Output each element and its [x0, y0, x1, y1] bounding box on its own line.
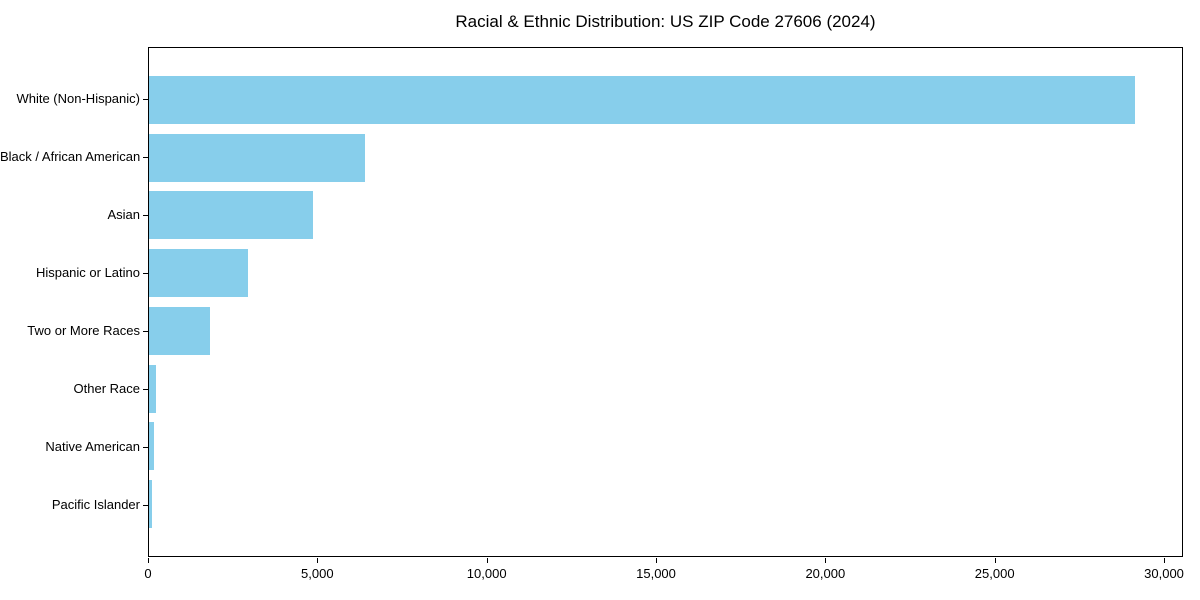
- y-tick-label: White (Non-Hispanic): [16, 91, 140, 106]
- x-tick-mark: [825, 558, 826, 563]
- x-tick-label: 25,000: [974, 566, 1015, 581]
- y-tick-mark: [143, 273, 148, 274]
- x-tick-label: 20,000: [805, 566, 846, 581]
- y-tick-label: Asian: [107, 207, 140, 222]
- y-tick-mark: [143, 157, 148, 158]
- bar-row: [149, 187, 1182, 245]
- y-tick-mark: [143, 331, 148, 332]
- y-tick-mark: [143, 389, 148, 390]
- bar: [149, 364, 157, 413]
- bar: [149, 75, 1135, 124]
- x-tick-mark: [656, 558, 657, 563]
- bar-row: [149, 129, 1182, 187]
- bar-row: [149, 244, 1182, 302]
- bar-row: [149, 360, 1182, 418]
- bars-container: [149, 48, 1182, 556]
- y-tick-mark: [143, 447, 148, 448]
- bar: [149, 480, 152, 529]
- y-tick-label: Black / African American: [0, 149, 141, 164]
- bar-row: [149, 71, 1182, 129]
- x-tick-label: 5,000: [301, 566, 334, 581]
- bar: [149, 422, 154, 471]
- bar: [149, 306, 210, 355]
- x-tick-mark: [148, 558, 149, 563]
- x-tick-label: 0: [144, 566, 152, 581]
- x-tick-mark: [995, 558, 996, 563]
- x-tick-label: 15,000: [636, 566, 676, 581]
- y-tick-label: Hispanic or Latino: [35, 265, 140, 280]
- x-tick-label: 10,000: [466, 566, 507, 581]
- y-tick-label: Two or More Races: [27, 323, 140, 338]
- bar-row: [149, 475, 1182, 533]
- bar: [149, 133, 365, 182]
- x-tick-mark: [487, 558, 488, 563]
- y-tick-mark: [143, 99, 148, 100]
- bar: [149, 191, 313, 240]
- chart-title: Racial & Ethnic Distribution: US ZIP Cod…: [455, 12, 876, 31]
- x-tick-mark: [317, 558, 318, 563]
- bar-row: [149, 418, 1182, 476]
- bar: [149, 249, 249, 298]
- y-tick-label: Native American: [45, 439, 140, 454]
- plot-area: [148, 47, 1183, 557]
- x-tick-mark: [1164, 558, 1165, 563]
- y-tick-mark: [143, 505, 148, 506]
- y-tick-label: Pacific Islander: [51, 497, 140, 512]
- bar-row: [149, 302, 1182, 360]
- x-tick-label: 30,000: [1144, 566, 1184, 581]
- y-tick-mark: [143, 215, 148, 216]
- y-tick-label: Other Race: [73, 381, 140, 396]
